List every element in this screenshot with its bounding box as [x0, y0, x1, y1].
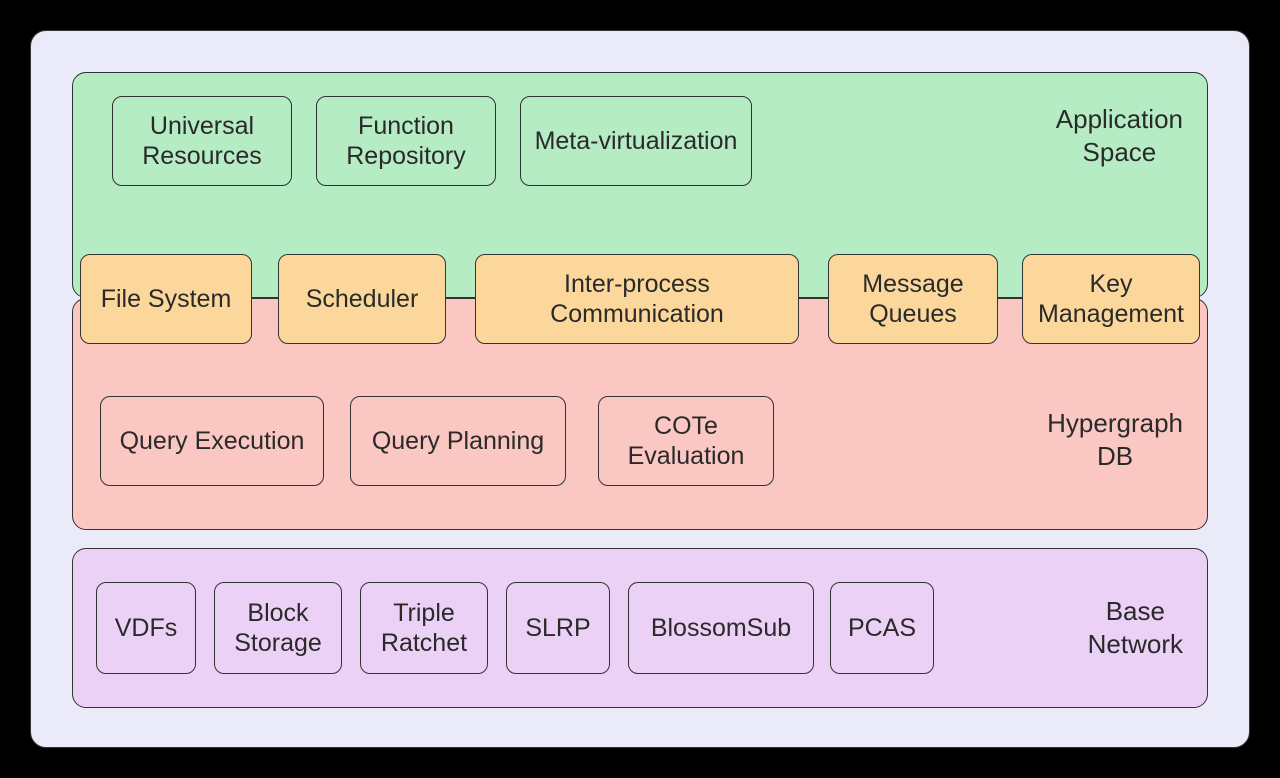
box-slrp: SLRP: [506, 582, 610, 674]
box-vdfs: VDFs: [96, 582, 196, 674]
box-pcas: PCAS: [830, 582, 934, 674]
box-universal-resources: UniversalResources: [112, 96, 292, 186]
box-query-planning: Query Planning: [350, 396, 566, 486]
box-blossomsub: BlossomSub: [628, 582, 814, 674]
diagram-stage: ApplicationSpace HypergraphDB BaseNetwor…: [0, 0, 1280, 778]
box-message-queues: MessageQueues: [828, 254, 998, 344]
layer-title-hypergraph-db: HypergraphDB: [1047, 407, 1183, 472]
box-triple-ratchet: TripleRatchet: [360, 582, 488, 674]
box-ipc: Inter-processCommunication: [475, 254, 799, 344]
box-cote-evaluation: COTeEvaluation: [598, 396, 774, 486]
box-meta-virtualization: Meta-virtualization: [520, 96, 752, 186]
box-scheduler: Scheduler: [278, 254, 446, 344]
box-file-system: File System: [80, 254, 252, 344]
box-function-repository: FunctionRepository: [316, 96, 496, 186]
layer-title-base-network: BaseNetwork: [1088, 595, 1183, 660]
box-block-storage: BlockStorage: [214, 582, 342, 674]
box-query-execution: Query Execution: [100, 396, 324, 486]
layer-title-application-space: ApplicationSpace: [1056, 103, 1183, 168]
box-key-management: KeyManagement: [1022, 254, 1200, 344]
